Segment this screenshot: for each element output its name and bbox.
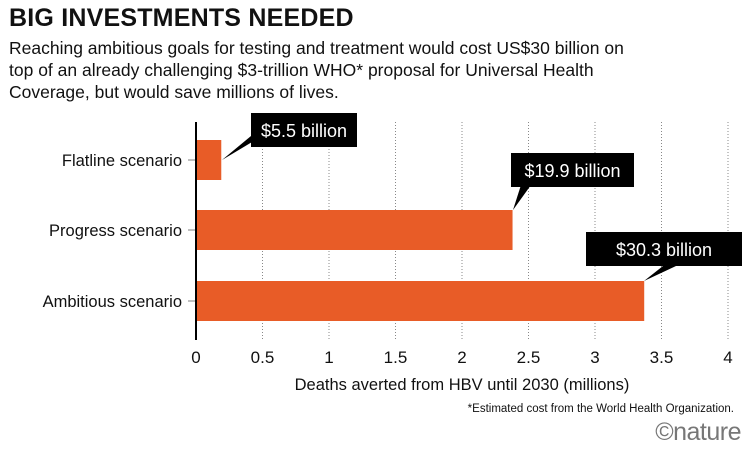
chart-subtitle: Reaching ambitious goals for testing and… [9, 38, 624, 102]
x-tick-label: 3 [590, 348, 599, 367]
nature-logo: ©nature [655, 418, 741, 446]
x-tick-label: 4 [723, 348, 732, 367]
x-tick-label: 2.5 [517, 348, 541, 367]
callout-label: $5.5 billion [261, 121, 347, 141]
x-tick-label: 0.5 [251, 348, 275, 367]
bar [196, 281, 645, 321]
category-label: Progress scenario [49, 222, 182, 240]
callout-box [511, 153, 634, 187]
x-tick-label: 1 [324, 348, 333, 367]
chart-title: BIG INVESTMENTS NEEDED [9, 4, 354, 32]
x-tick-label: 0 [191, 348, 200, 367]
x-tick-label: 2 [457, 348, 466, 367]
callout-box [586, 232, 742, 266]
callout-box [251, 113, 357, 147]
category-label: Flatline scenario [62, 152, 182, 170]
x-axis-label: Deaths averted from HBV until 2030 (mill… [295, 376, 630, 394]
bar [196, 140, 222, 180]
callout-pointer [644, 266, 676, 281]
bar [196, 210, 513, 250]
callout-label: $30.3 billion [616, 240, 712, 260]
callout-pointer [513, 185, 531, 210]
callout-label: $19.9 billion [524, 161, 620, 181]
footnote: *Estimated cost from the World Health Or… [468, 403, 734, 415]
x-tick-label: 3.5 [650, 348, 674, 367]
category-label: Ambitious scenario [43, 293, 182, 311]
x-tick-label: 1.5 [384, 348, 408, 367]
